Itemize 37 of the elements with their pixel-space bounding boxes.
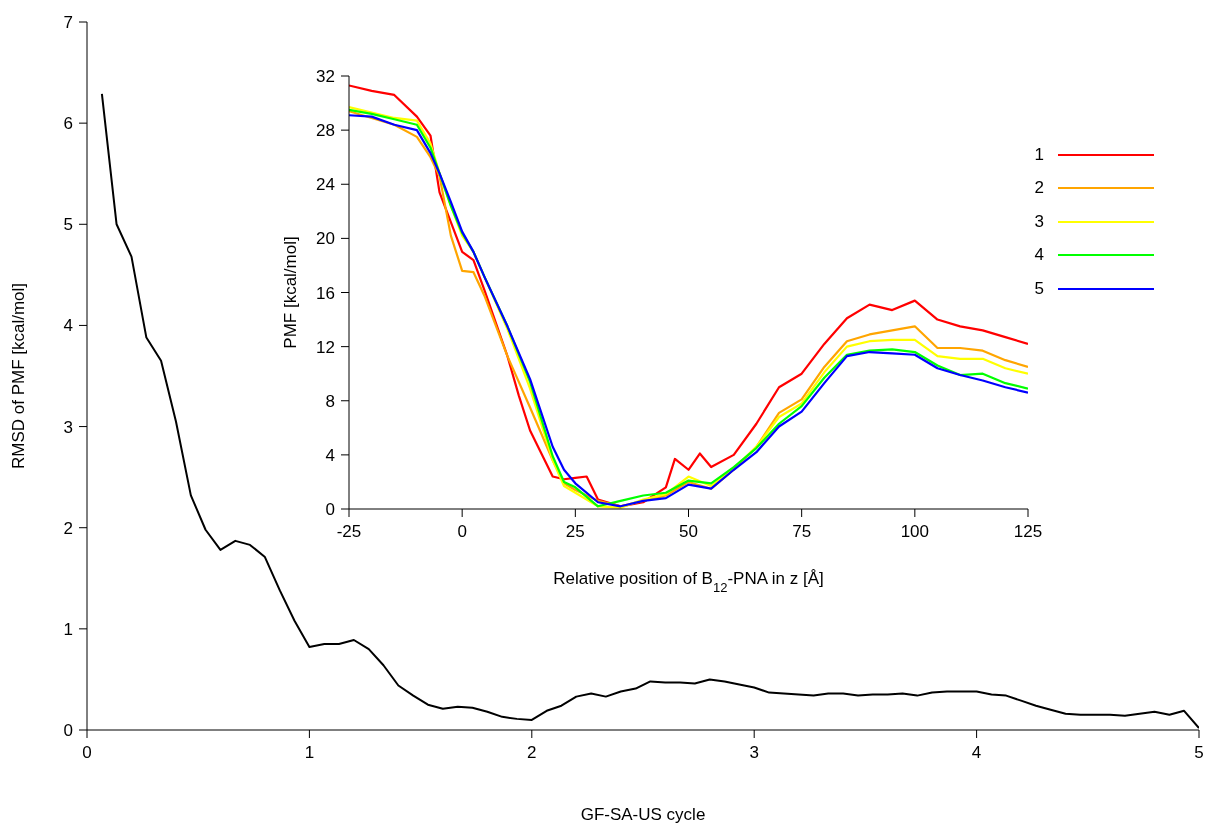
y-tick-label: 0: [325, 500, 335, 520]
x-tick-label: 5: [1194, 743, 1204, 763]
y-tick-label: 7: [63, 13, 73, 33]
y-tick-label: 28: [316, 121, 335, 141]
y-tick-label: 5: [63, 215, 73, 235]
text: 3: [1033, 211, 1044, 232]
x-tick-label: 75: [792, 522, 812, 542]
y-tick-label: 4: [325, 445, 335, 465]
x-tick-label: 50: [679, 522, 698, 542]
x-tick-label: 3: [749, 743, 759, 763]
y-tick-label: 8: [325, 391, 335, 411]
y-tick-label: 1: [63, 619, 73, 639]
text: 5: [1033, 278, 1044, 299]
x-tick-label: 125: [1013, 522, 1043, 542]
x-tick-label: 0: [82, 743, 92, 763]
y-tick-label: 20: [316, 229, 335, 249]
x-axis-title: GF-SA-US cycle: [580, 805, 706, 824]
y-tick-label: 12: [316, 337, 335, 357]
y-tick-label: 3: [63, 417, 73, 437]
y-tick-label: 16: [316, 283, 335, 303]
x-tick-label: -25: [336, 522, 362, 542]
x-tick-label: 25: [565, 522, 585, 542]
y-tick-label: 0: [63, 721, 73, 741]
y-tick-label: 32: [316, 67, 335, 87]
x-axis-title: Relative position of B$_{12}$-PNA in z [Å]: [553, 569, 824, 595]
text: 4: [1033, 245, 1044, 266]
x-tick-label: 4: [971, 743, 982, 763]
x-tick-label: 0: [457, 522, 467, 542]
y-tick-label: 4: [63, 316, 73, 336]
y-tick-label: 6: [63, 114, 73, 134]
y-axis-title: PMF [kcal/mol]: [281, 236, 300, 349]
text: 1: [1033, 144, 1044, 165]
x-tick-label: 2: [527, 743, 537, 763]
text: 2: [1033, 178, 1044, 199]
y-tick-label: 24: [316, 175, 335, 195]
x-tick-label: 100: [900, 522, 930, 542]
y-axis-title: RMSD of PMF [kcal/mol]: [9, 282, 28, 470]
